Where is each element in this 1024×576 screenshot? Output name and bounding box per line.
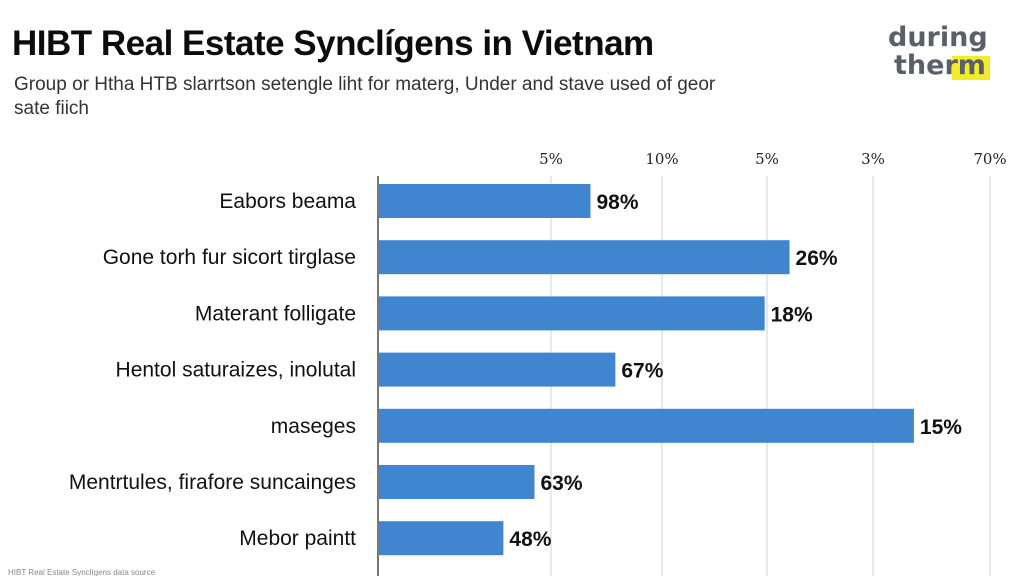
value-label: 63% bbox=[541, 472, 583, 495]
chart-subtitle: Group or Htha HTB slarrtson setengle lih… bbox=[14, 74, 716, 119]
value-label: 18% bbox=[771, 303, 813, 326]
logo-highlight bbox=[952, 56, 990, 80]
bar bbox=[379, 240, 790, 275]
logo-text-line1: during bbox=[888, 22, 988, 53]
value-label: 26% bbox=[796, 247, 838, 270]
bar bbox=[379, 352, 616, 387]
tick-label: 10% bbox=[645, 150, 678, 168]
bar bbox=[379, 296, 765, 331]
value-label: 67% bbox=[621, 360, 663, 383]
category-label: maseges bbox=[271, 415, 356, 438]
category-label: Hentol saturaizes, inolutal bbox=[116, 359, 356, 382]
value-label: 48% bbox=[509, 528, 551, 551]
bar bbox=[379, 465, 535, 499]
tick-label: 3% bbox=[861, 150, 885, 168]
tick-label: 5% bbox=[539, 150, 563, 168]
tick-label: 5% bbox=[755, 150, 779, 168]
category-label: Materant folligate bbox=[195, 302, 356, 325]
footer-note: HIBT Real Estate Synclígens data source bbox=[8, 568, 156, 576]
value-label: 98% bbox=[596, 191, 638, 214]
bar bbox=[379, 184, 591, 218]
category-label: Eabors beama bbox=[219, 190, 356, 213]
logo-text-line2: therm bbox=[894, 50, 986, 81]
category-label: Mebor paintt bbox=[239, 527, 356, 550]
brand-logo: during therm bbox=[880, 24, 1000, 84]
bar bbox=[379, 521, 504, 556]
value-label: 15% bbox=[920, 416, 962, 439]
category-label: Gone torh fur sicort tirglase bbox=[103, 246, 356, 269]
bar bbox=[379, 408, 914, 443]
tick-label: 70% bbox=[973, 150, 1006, 168]
category-label: Mentrtules, firafore suncainges bbox=[69, 471, 356, 494]
chart-title: HIBT Real Estate Synclígens in Vietnam bbox=[12, 24, 654, 63]
